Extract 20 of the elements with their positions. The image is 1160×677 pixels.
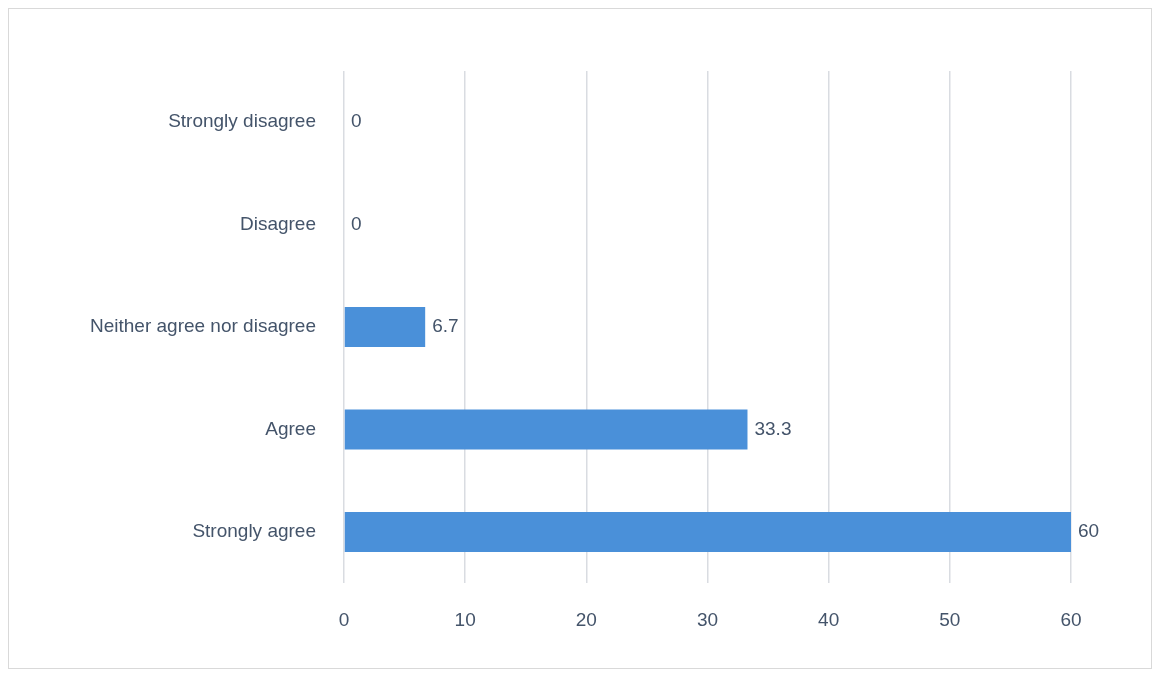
data-label: 0 <box>351 212 362 234</box>
y-tick-label: Strongly disagree <box>168 110 316 132</box>
x-tick-label: 50 <box>939 608 961 630</box>
x-tick-label: 0 <box>338 608 350 630</box>
y-tick-label: Agree <box>265 417 316 439</box>
x-tick-label: 30 <box>696 608 719 630</box>
y-tick-label: Strongly agree <box>192 520 316 542</box>
bar <box>344 512 1071 552</box>
data-label: 33.3 <box>754 417 792 439</box>
bar <box>344 307 426 348</box>
x-tick-label: 40 <box>818 608 840 630</box>
bar <box>344 409 748 450</box>
x-tick-label: 10 <box>454 608 476 630</box>
x-tick-label: 60 <box>1060 608 1082 630</box>
y-tick-label: Neither agree nor disagree <box>89 315 316 337</box>
x-tick-label: 20 <box>575 608 597 630</box>
data-label: 60 <box>1078 520 1100 542</box>
y-tick-label: Disagree <box>239 212 316 234</box>
data-label: 0 <box>351 110 362 132</box>
data-label: 6.7 <box>432 315 459 337</box>
